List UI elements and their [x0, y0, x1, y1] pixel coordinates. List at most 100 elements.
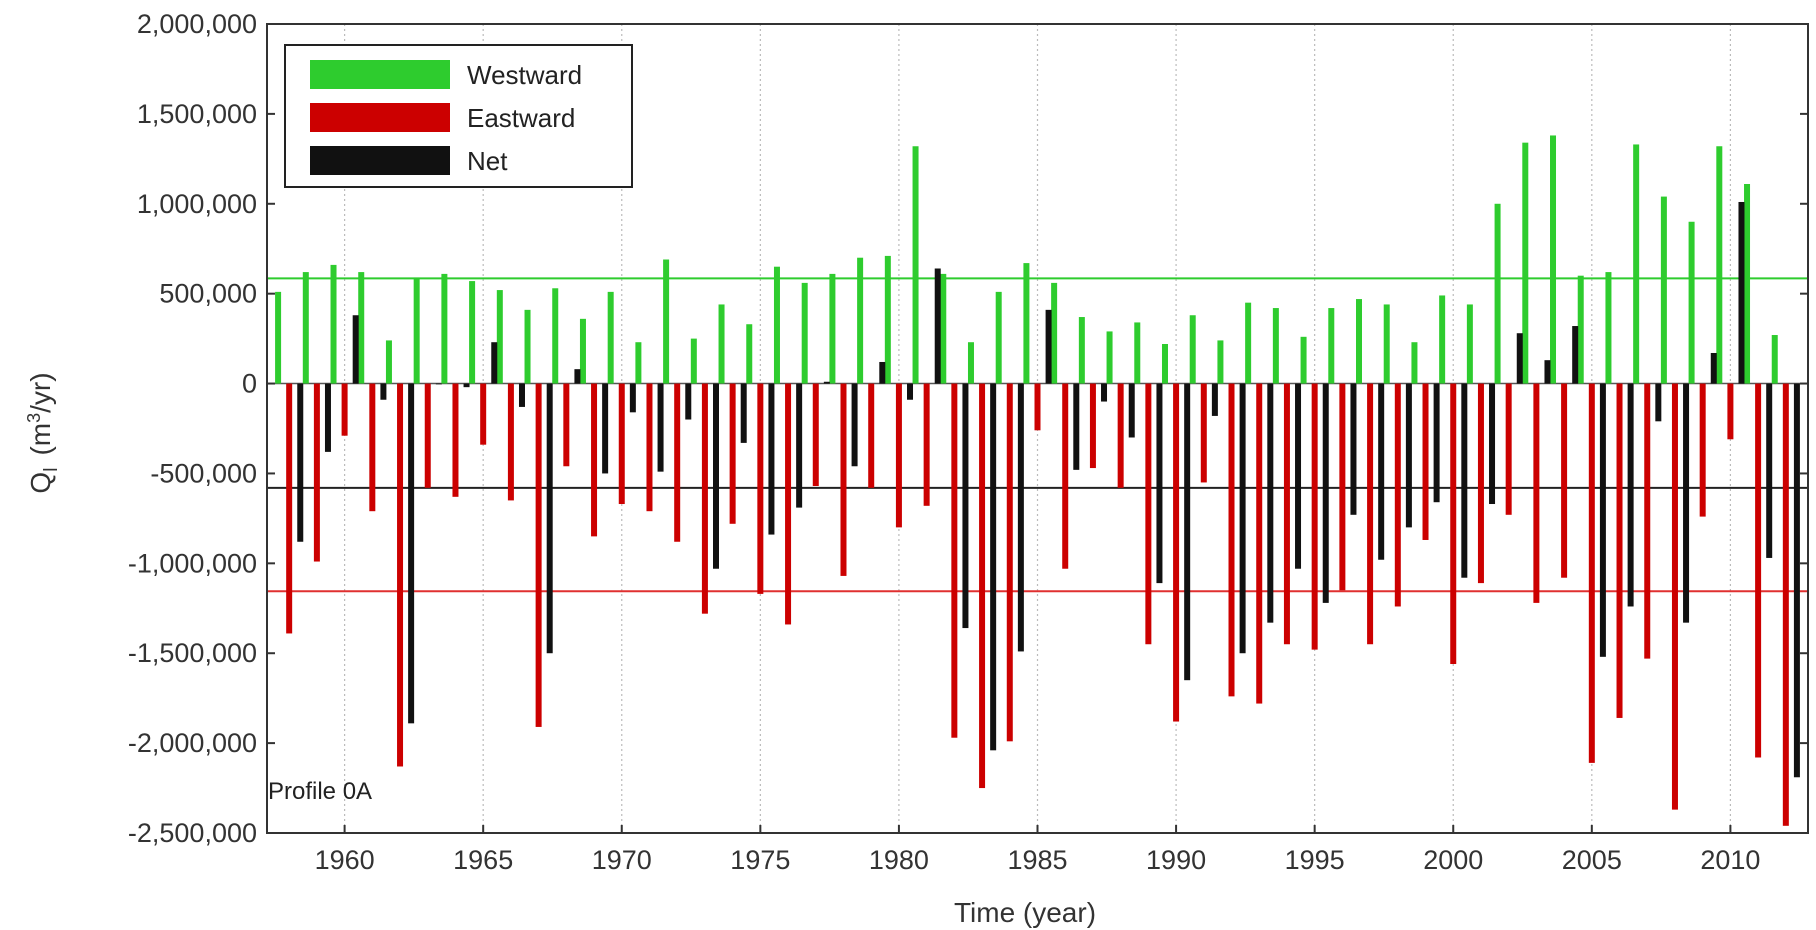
bar-eastward-1999 — [1422, 383, 1429, 540]
bar-net-2006 — [1627, 383, 1634, 607]
bar-westward-1961 — [358, 272, 365, 384]
bar-westward-1979 — [857, 257, 864, 384]
bar-eastward-1983 — [979, 383, 986, 789]
bar-net-2012 — [1793, 383, 1800, 778]
bar-eastward-1992 — [1228, 383, 1235, 697]
y-tick-label-4: -500,000 — [150, 458, 257, 488]
x-tick-label-1975: 1975 — [730, 845, 790, 875]
bar-net-2010 — [1738, 201, 1745, 384]
bar-eastward-1976 — [785, 383, 792, 625]
legend-swatch-net — [310, 146, 450, 175]
bar-eastward-1990 — [1173, 383, 1180, 722]
bar-westward-1970 — [607, 291, 614, 384]
bar-net-1984 — [1017, 383, 1024, 652]
x-tick-label-1980: 1980 — [869, 845, 929, 875]
legend-label-westward: Westward — [467, 60, 582, 90]
bar-eastward-1987 — [1089, 383, 1096, 469]
bar-eastward-1989 — [1145, 383, 1152, 645]
bar-westward-1967 — [524, 309, 531, 384]
bar-net-1970 — [629, 383, 636, 413]
y-tick-label-2: -1,500,000 — [128, 638, 257, 668]
bar-eastward-1962 — [397, 383, 404, 767]
bar-eastward-1966 — [507, 383, 514, 501]
bar-net-1975 — [768, 383, 775, 535]
bar-net-1961 — [380, 383, 387, 400]
legend-label-eastward: Eastward — [467, 103, 575, 133]
bar-eastward-1958 — [286, 383, 293, 634]
bar-net-1976 — [796, 383, 803, 508]
bar-net-1972 — [685, 383, 692, 420]
bar-eastward-1967 — [535, 383, 542, 727]
bar-net-1986 — [1073, 383, 1080, 470]
x-tick-label-1970: 1970 — [592, 845, 652, 875]
bar-westward-1999 — [1411, 342, 1418, 384]
bar-net-1985 — [1045, 309, 1052, 384]
y-tick-label-5: 0 — [242, 369, 257, 399]
x-tick-label-1995: 1995 — [1285, 845, 1345, 875]
bar-net-1963 — [435, 383, 442, 385]
bar-eastward-1970 — [618, 383, 625, 505]
bar-net-1992 — [1239, 383, 1246, 654]
bar-westward-1974 — [718, 304, 725, 384]
bar-net-1960 — [352, 315, 359, 384]
bar-westward-1966 — [496, 290, 503, 384]
bar-westward-1969 — [579, 318, 586, 384]
bar-westward-1965 — [469, 281, 476, 384]
bar-net-2008 — [1683, 383, 1690, 623]
y-tick-label-6: 500,000 — [159, 279, 257, 309]
bar-westward-1980 — [884, 255, 891, 384]
bar-eastward-1991 — [1200, 383, 1207, 483]
bar-westward-2010 — [1716, 146, 1723, 384]
bar-net-1999 — [1433, 383, 1440, 503]
bars — [275, 135, 1800, 826]
bar-eastward-2011 — [1755, 383, 1762, 758]
bar-westward-1981 — [912, 146, 919, 384]
y-tick-label-7: 1,000,000 — [137, 189, 257, 219]
bar-eastward-1968 — [563, 383, 570, 467]
bar-net-1982 — [962, 383, 969, 629]
bar-westward-1986 — [1051, 282, 1058, 384]
bar-westward-1990 — [1161, 344, 1168, 384]
bar-westward-2007 — [1633, 144, 1640, 384]
y-tick-label-8: 1,500,000 — [137, 99, 257, 129]
bar-eastward-1965 — [480, 383, 487, 445]
bar-eastward-1963 — [424, 383, 431, 488]
bar-net-2000 — [1461, 383, 1468, 578]
x-axis-label: Time (year) — [954, 897, 1096, 928]
bar-eastward-2006 — [1616, 383, 1623, 718]
bar-net-1968 — [574, 369, 581, 384]
x-tick-label-2010: 2010 — [1700, 845, 1760, 875]
bar-net-1979 — [879, 361, 886, 384]
bar-eastward-1984 — [1006, 383, 1013, 742]
bar-westward-1973 — [690, 338, 697, 384]
bar-eastward-2004 — [1561, 383, 1568, 578]
bar-net-1994 — [1295, 383, 1302, 569]
bar-net-1962 — [408, 383, 415, 724]
bar-eastward-1973 — [701, 383, 708, 614]
bar-eastward-1972 — [674, 383, 681, 542]
bar-westward-1982 — [940, 273, 947, 384]
bar-eastward-1964 — [452, 383, 459, 497]
bar-eastward-2012 — [1782, 383, 1789, 826]
bar-net-1983 — [990, 383, 997, 751]
y-axis-label-symbol: Q — [25, 472, 56, 494]
bar-westward-1983 — [967, 342, 974, 384]
bar-net-1987 — [1101, 383, 1108, 402]
y-axis-label-subscript: l — [41, 468, 62, 472]
bar-westward-1971 — [635, 342, 642, 384]
bar-eastward-2003 — [1533, 383, 1540, 603]
bar-net-1993 — [1267, 383, 1274, 623]
bar-net-1971 — [657, 383, 664, 472]
bar-westward-1988 — [1106, 331, 1113, 384]
bar-eastward-1969 — [591, 383, 598, 537]
bar-westward-1958 — [275, 291, 282, 384]
bar-net-1959 — [324, 383, 331, 452]
y-axis-label: Ql (m3/yr) — [24, 372, 62, 493]
bar-net-1969 — [602, 383, 609, 474]
bar-westward-2000 — [1439, 295, 1446, 384]
bar-net-1990 — [1184, 383, 1191, 681]
bar-net-1981 — [934, 268, 941, 384]
bar-westward-1964 — [441, 273, 448, 384]
bar-westward-1991 — [1189, 315, 1196, 384]
bar-westward-2011 — [1744, 184, 1751, 384]
